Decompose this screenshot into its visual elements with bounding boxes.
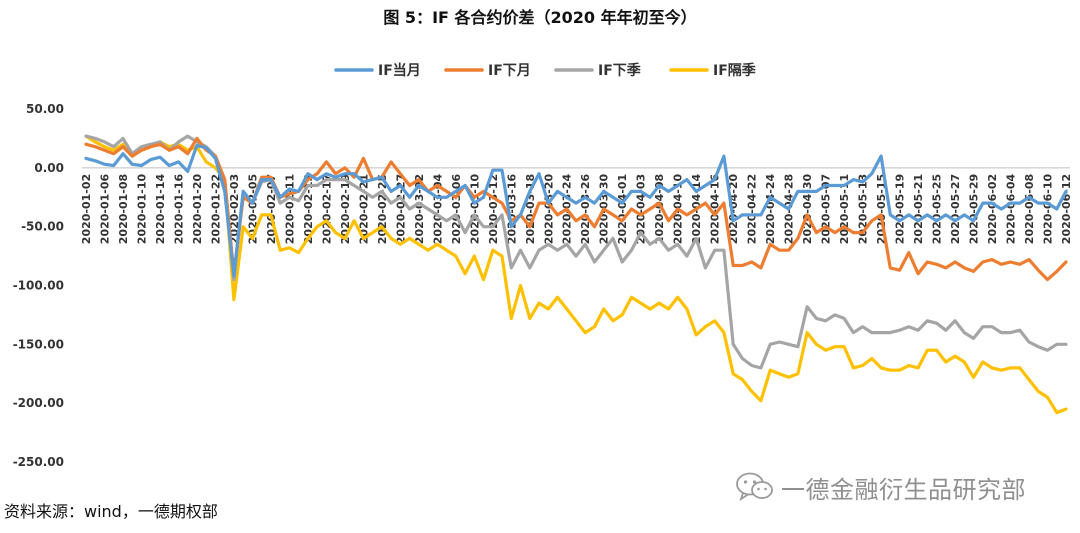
y-tick-label: -200.00 <box>13 396 64 410</box>
series-line-0 <box>84 143 1068 278</box>
series-line-3 <box>84 134 1068 415</box>
legend-label-2: IF下季 <box>598 62 641 79</box>
x-tick-label: 2020-06-04 <box>1005 174 1018 245</box>
y-axis: 50.00 0.00 -50.00 -100.00 -150.00 -200.00 -250… <box>13 102 64 469</box>
x-tick-label: 2020-02-19 <box>339 174 352 244</box>
x-tick-label: 2020-05-21 <box>912 174 925 244</box>
x-tick-label: 2020-01-22 <box>209 174 222 244</box>
x-tick-label: 2020-02-03 <box>228 174 241 244</box>
y-tick-label: -150.00 <box>13 337 64 351</box>
x-tick-label: 2020-01-20 <box>191 174 204 245</box>
x-tick-label: 2020-03-10 <box>468 174 481 245</box>
x-tick-label: 2020-05-15 <box>875 174 888 244</box>
x-tick-label: 2020-01-16 <box>172 174 185 245</box>
y-tick-label: -250.00 <box>13 455 64 469</box>
x-tick-label: 2020-04-22 <box>746 174 759 244</box>
series-group <box>84 134 1068 415</box>
legend-label-1: IF下月 <box>488 63 531 79</box>
x-tick-label: 2020-04-24 <box>764 174 777 245</box>
x-tick-label: 2020-03-16 <box>505 174 518 245</box>
x-tick-label: 2020-04-30 <box>801 174 814 245</box>
x-tick-label: 2020-03-06 <box>450 174 463 245</box>
x-tick-label: 2020-01-14 <box>154 174 167 245</box>
x-tick-label: 2020-02-17 <box>320 174 333 244</box>
x-tick-label: 2020-05-27 <box>949 174 962 244</box>
y-tick-label: -100.00 <box>13 279 64 293</box>
wechat-icon <box>736 472 773 502</box>
watermark: 一德金融衍生品研究部 <box>735 470 1026 504</box>
y-tick-label: 50.00 <box>26 102 64 116</box>
x-tick-label: 2020-03-18 <box>524 174 537 244</box>
x-tick-label: 2020-04-01 <box>616 174 629 244</box>
legend: IF当月 IF下月 IF下季 IF隔季 <box>334 62 756 79</box>
source-note: 资料来源：wind，一德期权部 <box>4 502 218 521</box>
legend-label-0: IF当月 <box>378 62 421 79</box>
x-tick-label: 2020-06-08 <box>1023 174 1036 244</box>
x-tick-label: 2020-05-25 <box>931 174 944 244</box>
y-tick-label: 0.00 <box>34 161 64 175</box>
watermark-text: 一德金融衍生品研究部 <box>781 475 1026 504</box>
x-tick-label: 2020-01-06 <box>98 174 111 245</box>
x-tick-label: 2020-03-26 <box>579 174 592 245</box>
x-tick-label: 2020-01-08 <box>117 174 130 244</box>
chart-title: 图 5：IF 各合约价差（2020 年年初至今） <box>383 8 697 27</box>
x-tick-label: 2020-05-29 <box>968 174 981 244</box>
x-tick-label: 2020-06-10 <box>1042 174 1055 245</box>
x-tick-label: 2020-06-12 <box>1060 174 1073 244</box>
x-tick-label: 2020-02-11 <box>283 174 296 244</box>
legend-label-3: IF隔季 <box>713 62 756 79</box>
x-tick-label: 2020-06-02 <box>986 174 999 244</box>
x-tick-label: 2020-04-16 <box>709 174 722 245</box>
x-tick-label: 2020-01-02 <box>80 174 93 244</box>
x-tick-label: 2020-03-04 <box>431 174 444 245</box>
y-tick-label: -50.00 <box>21 220 64 234</box>
x-tick-label: 2020-05-19 <box>894 174 907 244</box>
x-tick-label: 2020-01-10 <box>135 174 148 245</box>
